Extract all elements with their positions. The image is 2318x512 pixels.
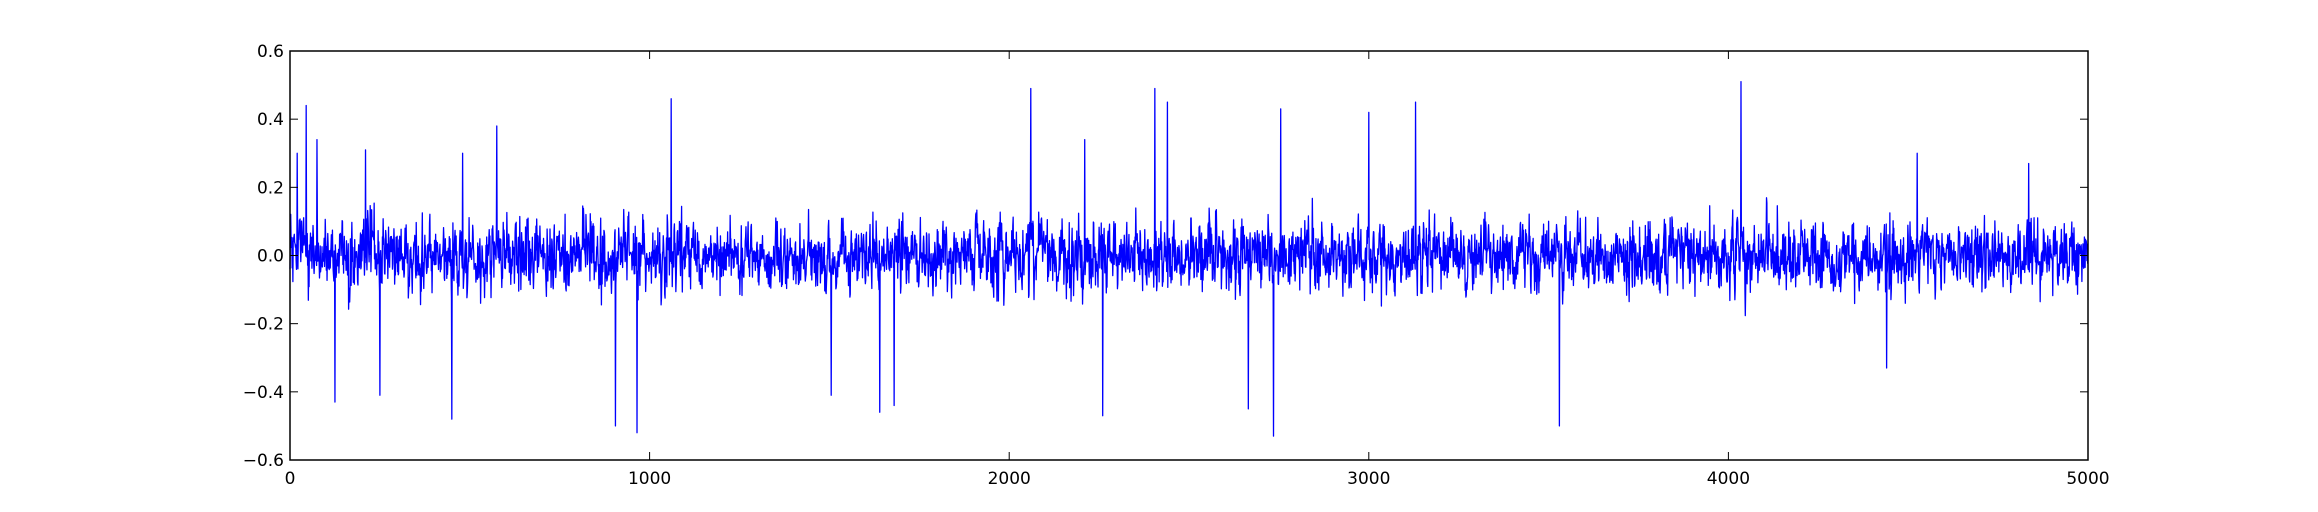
y-tick-label: 0.4	[257, 110, 284, 130]
x-tick-label: 5000	[2066, 469, 2109, 489]
series-line	[289, 81, 2089, 437]
y-tick-label: −0.6	[243, 451, 284, 471]
x-tick-label: 3000	[1347, 469, 1390, 489]
y-tick-label: 0.6	[257, 42, 284, 62]
y-tick-label: 0.2	[257, 178, 284, 198]
x-tick-label: 2000	[988, 469, 1031, 489]
x-tick-label: 1000	[628, 469, 671, 489]
ticks-layer: 0 1000 2000 3000 4000 5000 −0.6 −0.4 −0.2 0.0 0.2 0…	[243, 42, 2110, 489]
x-tick-label: 0	[285, 469, 296, 489]
y-tick-label: −0.4	[243, 383, 284, 403]
x-tick-label: 4000	[1707, 469, 1750, 489]
y-tick-label: −0.2	[243, 315, 284, 335]
series-layer	[289, 81, 2089, 437]
y-tick-label: 0.0	[257, 247, 284, 267]
